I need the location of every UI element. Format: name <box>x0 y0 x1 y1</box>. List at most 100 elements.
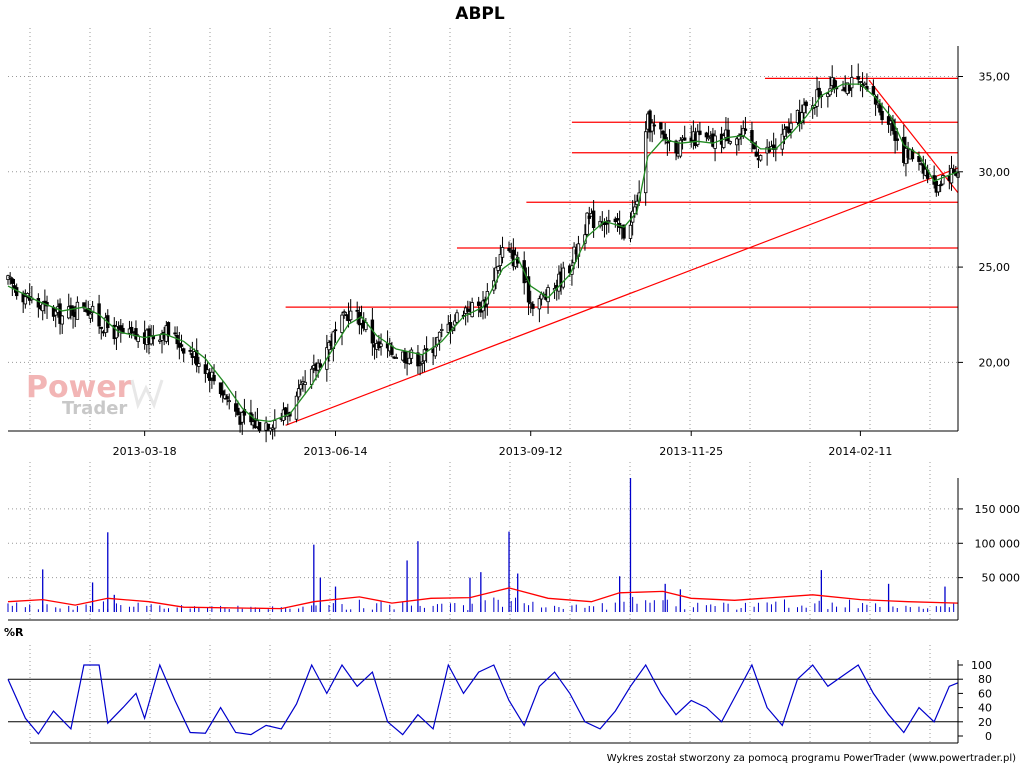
y-tick-label: 60 <box>978 687 992 700</box>
candle-body <box>802 104 806 114</box>
candle-body <box>409 349 414 359</box>
candle-body <box>876 102 880 106</box>
y-tick-label: 30,00 <box>979 166 1011 179</box>
candle-body <box>236 407 240 416</box>
candle-body <box>789 122 793 130</box>
candle-body <box>420 361 424 364</box>
candle-body <box>266 423 270 431</box>
x-tick-label: 2014-02-11 <box>828 445 892 458</box>
candle-body <box>880 110 884 121</box>
candle-body <box>628 224 633 239</box>
candle-body <box>205 369 210 375</box>
candle-body <box>743 128 748 131</box>
candle-body <box>181 348 186 354</box>
candle-body <box>41 303 45 312</box>
candle-body <box>90 305 95 314</box>
candle-body <box>36 298 41 308</box>
price-axes: 35,00 30,00 25,00 20,00 2013-03-18 2013-06-14… <box>8 46 1010 458</box>
candle-body <box>507 247 511 251</box>
candle-body <box>572 246 576 264</box>
candle-body <box>203 364 208 374</box>
candle-body <box>283 407 288 415</box>
candle-body <box>88 313 93 319</box>
candle-body <box>342 311 346 314</box>
candle-body <box>257 421 262 431</box>
candle-body <box>60 315 64 325</box>
candle-body <box>166 322 171 337</box>
candle-body <box>683 137 687 141</box>
x-tick-label: 2013-09-12 <box>499 445 563 458</box>
candle-body <box>318 363 323 368</box>
candle-body <box>71 306 75 316</box>
price-panel: Power Trader 35,00 30,00 25,00 20,00 2013-03… <box>6 4 1010 458</box>
candle-body <box>355 309 359 312</box>
candle-body <box>296 388 301 398</box>
chart-title: ABPL <box>455 4 505 24</box>
candle-body <box>119 325 123 331</box>
candle-body <box>23 296 28 305</box>
candle-body <box>856 76 860 80</box>
candle-body <box>294 395 299 420</box>
trend-lines <box>285 79 959 426</box>
candle-body <box>826 93 830 98</box>
candle-body <box>750 130 754 143</box>
candle-body <box>652 124 657 127</box>
candle-body <box>470 302 474 318</box>
candle-body <box>225 396 229 400</box>
candle-body <box>537 298 542 310</box>
x-tick-label: 2013-03-18 <box>113 445 177 458</box>
candle-body <box>466 308 470 312</box>
candle-body <box>665 141 670 144</box>
candle-body <box>895 138 899 141</box>
resistance-levels <box>285 77 958 308</box>
y-tick-label: 100 000 <box>975 537 1021 550</box>
candle-body <box>591 210 596 228</box>
candle-body <box>218 382 223 395</box>
candle-body <box>197 363 201 367</box>
candle-body <box>758 155 763 161</box>
candle-body <box>496 266 500 271</box>
y-tick-label: 20 <box>978 716 992 729</box>
candle-body <box>227 400 231 403</box>
y-tick-label: 40 <box>978 702 992 715</box>
candle-body <box>674 140 678 154</box>
candle-body <box>832 79 837 89</box>
x-tick-label: 2013-06-14 <box>304 445 368 458</box>
candle-body <box>678 139 683 157</box>
price-candles <box>6 63 960 443</box>
candle-body <box>67 306 71 319</box>
volume-panel: 150 000 100 000 50 000 <box>7 462 1021 621</box>
candle-body <box>86 308 90 316</box>
candle-body <box>878 104 882 113</box>
candle-body <box>194 350 199 366</box>
candle-body <box>394 357 398 359</box>
candle-body <box>951 169 956 174</box>
candle-body <box>149 335 153 345</box>
candle-body <box>938 184 943 187</box>
candle-body <box>722 135 726 148</box>
candle-body <box>453 320 457 326</box>
candle-body <box>650 122 654 132</box>
candle-body <box>539 293 544 300</box>
volume-average <box>7 587 959 610</box>
candle-body <box>659 122 663 130</box>
candle-body <box>179 344 184 347</box>
candle-body <box>782 128 787 137</box>
candle-body <box>327 342 331 351</box>
candle-body <box>424 348 429 351</box>
candle-body <box>728 141 732 144</box>
sma-line <box>7 83 959 423</box>
candle-body <box>663 133 667 140</box>
candle-body <box>737 135 741 140</box>
candle-body <box>58 303 62 324</box>
candle-body <box>273 420 277 429</box>
y-tick-label: 100 <box>971 659 992 672</box>
williams-r-series <box>7 663 959 736</box>
candle-body <box>804 101 808 107</box>
candle-body <box>498 254 503 266</box>
trend-line <box>868 79 959 194</box>
candle-body <box>281 409 286 421</box>
candle-body <box>8 276 12 279</box>
